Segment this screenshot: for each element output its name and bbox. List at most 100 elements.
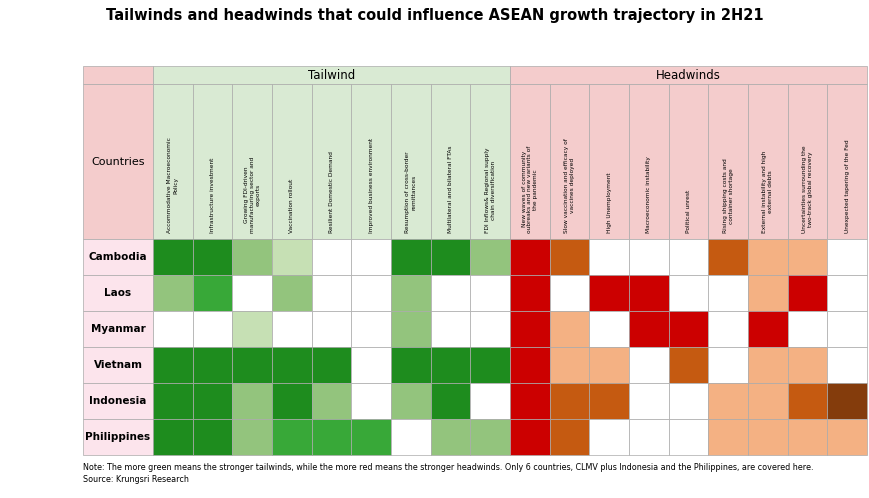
Text: Headwinds: Headwinds <box>655 69 720 82</box>
Bar <box>707 383 747 419</box>
Bar <box>311 84 351 239</box>
Text: Political unrest: Political unrest <box>686 190 690 233</box>
Bar <box>351 419 390 455</box>
Bar <box>826 383 866 419</box>
Bar <box>83 347 153 383</box>
Bar <box>232 275 272 311</box>
Bar <box>786 419 826 455</box>
Bar <box>83 419 153 455</box>
Text: Tailwinds and headwinds that could influence ASEAN growth trajectory in 2H21: Tailwinds and headwinds that could influ… <box>106 8 763 23</box>
Bar <box>628 383 668 419</box>
Bar <box>549 275 588 311</box>
Bar <box>786 275 826 311</box>
Bar <box>509 419 549 455</box>
Bar <box>628 419 668 455</box>
Bar <box>628 347 668 383</box>
Bar <box>826 347 866 383</box>
Bar <box>668 84 707 239</box>
Bar <box>311 311 351 347</box>
Bar <box>588 275 628 311</box>
Bar <box>272 383 311 419</box>
Bar <box>747 347 786 383</box>
Bar <box>192 419 232 455</box>
Bar <box>668 383 707 419</box>
Bar <box>192 239 232 275</box>
Bar <box>390 84 430 239</box>
Bar <box>351 311 390 347</box>
Bar <box>430 239 470 275</box>
Bar <box>153 347 192 383</box>
Bar <box>588 347 628 383</box>
Bar <box>588 383 628 419</box>
Bar <box>311 239 351 275</box>
Bar <box>272 419 311 455</box>
Bar <box>153 383 192 419</box>
Text: Resumption of cross-border
remittances: Resumption of cross-border remittances <box>405 151 415 233</box>
Bar <box>588 419 628 455</box>
Bar <box>509 311 549 347</box>
Bar <box>707 311 747 347</box>
Bar <box>549 311 588 347</box>
Bar <box>83 311 153 347</box>
Bar <box>192 347 232 383</box>
Text: Myanmar: Myanmar <box>90 324 145 334</box>
Bar <box>470 311 509 347</box>
Bar <box>707 275 747 311</box>
Bar <box>272 275 311 311</box>
Bar <box>470 383 509 419</box>
Bar <box>430 419 470 455</box>
Bar <box>509 239 549 275</box>
Bar <box>311 275 351 311</box>
Bar <box>83 275 153 311</box>
Bar <box>83 84 153 239</box>
Bar <box>153 84 192 239</box>
Text: Tailwind: Tailwind <box>308 69 355 82</box>
Bar <box>549 419 588 455</box>
Bar <box>192 311 232 347</box>
Bar <box>351 347 390 383</box>
Bar <box>232 239 272 275</box>
Bar <box>351 84 390 239</box>
Bar <box>192 84 232 239</box>
Text: Unexpected tapering of the Fed: Unexpected tapering of the Fed <box>844 139 849 233</box>
Bar <box>153 311 192 347</box>
Bar <box>509 275 549 311</box>
Bar <box>707 84 747 239</box>
Bar <box>192 383 232 419</box>
Bar <box>826 275 866 311</box>
Bar <box>153 419 192 455</box>
Bar <box>83 239 153 275</box>
Bar <box>232 419 272 455</box>
Bar <box>153 275 192 311</box>
Bar <box>390 311 430 347</box>
Text: Accommodative Macroeconomic
Policy: Accommodative Macroeconomic Policy <box>167 137 178 233</box>
Bar <box>628 311 668 347</box>
Text: Resilient Domestic Demand: Resilient Domestic Demand <box>328 151 334 233</box>
Bar <box>786 84 826 239</box>
Bar <box>311 347 351 383</box>
Bar <box>786 383 826 419</box>
Bar <box>826 84 866 239</box>
Bar <box>83 66 153 84</box>
Bar <box>232 311 272 347</box>
Text: Infrastructure investment: Infrastructure investment <box>209 158 215 233</box>
Text: Uncertainties surrounding the
two-track global recovery: Uncertainties surrounding the two-track … <box>801 145 812 233</box>
Bar <box>311 383 351 419</box>
Bar <box>668 275 707 311</box>
Bar <box>588 311 628 347</box>
Bar <box>470 239 509 275</box>
Text: Multilateral and bilateral FTAs: Multilateral and bilateral FTAs <box>448 145 453 233</box>
Text: Note: The more green means the stronger tailwinds, while the more red means the : Note: The more green means the stronger … <box>83 463 813 472</box>
Bar <box>747 311 786 347</box>
Bar <box>430 311 470 347</box>
Text: Slow vaccination and efficacy of
vaccines deployed: Slow vaccination and efficacy of vaccine… <box>563 138 574 233</box>
Bar <box>430 275 470 311</box>
Bar <box>786 311 826 347</box>
Bar <box>549 347 588 383</box>
Bar <box>232 84 272 239</box>
Bar <box>628 239 668 275</box>
Bar <box>549 84 588 239</box>
Text: Indonesia: Indonesia <box>90 396 147 406</box>
Bar <box>628 275 668 311</box>
Bar <box>707 347 747 383</box>
